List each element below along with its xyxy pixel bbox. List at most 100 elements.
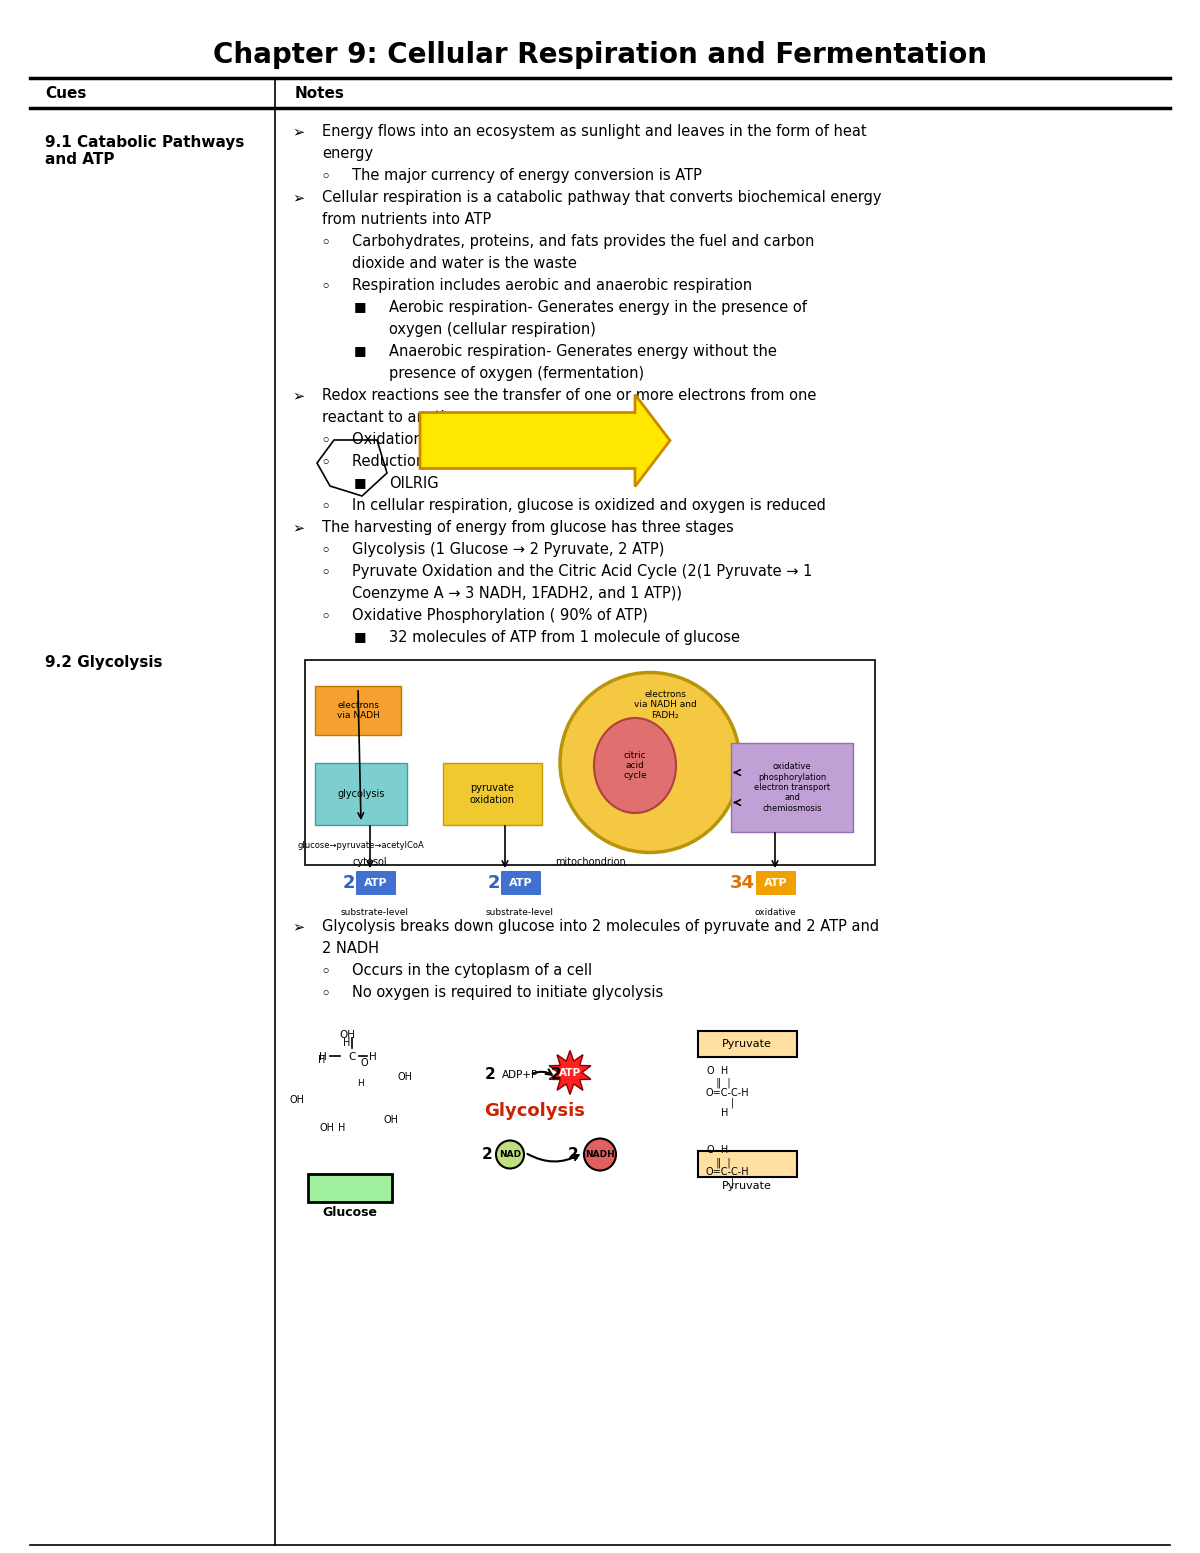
Text: H: H [356, 1078, 364, 1087]
Text: Anaerobic respiration- Generates energy without the: Anaerobic respiration- Generates energy … [389, 345, 776, 359]
Text: Aerobic respiration- Generates energy in the presence of: Aerobic respiration- Generates energy in… [389, 300, 806, 315]
Text: 2: 2 [481, 1148, 492, 1162]
Text: C: C [348, 1051, 355, 1062]
Text: pyruvate
oxidation: pyruvate oxidation [470, 783, 515, 804]
Text: glycolysis: glycolysis [337, 789, 385, 798]
Text: |: | [731, 1098, 733, 1109]
Text: Cues: Cues [46, 85, 86, 101]
Text: ◦: ◦ [320, 963, 330, 981]
Text: 2: 2 [568, 1148, 578, 1162]
Text: ATP: ATP [509, 877, 533, 888]
Text: O  H: O H [707, 1065, 728, 1076]
Polygon shape [550, 1050, 590, 1095]
Text: ➢: ➢ [292, 124, 305, 140]
Text: H: H [338, 1123, 346, 1134]
FancyBboxPatch shape [305, 660, 875, 865]
Text: H: H [319, 1051, 326, 1062]
Text: ◦: ◦ [320, 542, 330, 561]
Text: electrons
via NADH and
FADH₂: electrons via NADH and FADH₂ [634, 690, 696, 719]
Text: ATP: ATP [559, 1067, 581, 1078]
Text: Glucose: Glucose [323, 1205, 378, 1219]
Text: ■: ■ [354, 300, 366, 314]
Text: H: H [318, 1054, 325, 1065]
Text: oxygen (cellular respiration): oxygen (cellular respiration) [389, 321, 596, 337]
Text: substrate-level: substrate-level [486, 909, 554, 916]
Text: ◦: ◦ [320, 453, 330, 472]
Text: ➢: ➢ [292, 520, 305, 534]
Text: Chapter 9: Cellular Respiration and Fermentation: Chapter 9: Cellular Respiration and Ferm… [214, 40, 986, 68]
Text: ■: ■ [354, 631, 366, 643]
Text: Oxidation- Loss of an electron: Oxidation- Loss of an electron [352, 432, 571, 447]
Text: Reduction- Addition of an electron: Reduction- Addition of an electron [352, 453, 602, 469]
Text: energy: energy [322, 146, 373, 162]
FancyBboxPatch shape [443, 763, 542, 825]
Text: ◦: ◦ [320, 278, 330, 297]
Text: 2: 2 [485, 1067, 496, 1082]
Text: ➢: ➢ [292, 189, 305, 205]
Text: OH: OH [319, 1123, 335, 1134]
Text: OILRIG: OILRIG [389, 477, 439, 491]
Text: ADP+P: ADP+P [502, 1070, 539, 1079]
Text: reactant to another: reactant to another [322, 410, 466, 426]
Text: Glycolysis: Glycolysis [485, 1103, 586, 1121]
Text: H: H [370, 1051, 377, 1062]
Text: In cellular respiration, glucose is oxidized and oxygen is reduced: In cellular respiration, glucose is oxid… [352, 499, 826, 512]
Text: Respiration includes aerobic and anaerobic respiration: Respiration includes aerobic and anaerob… [352, 278, 752, 294]
Text: ATP: ATP [364, 877, 388, 888]
Text: Pyruvate Oxidation and the Citric Acid Cycle (2(1 Pyruvate → 1: Pyruvate Oxidation and the Citric Acid C… [352, 564, 812, 579]
Polygon shape [420, 394, 670, 486]
Text: Oxidative Phosphorylation ( 90% of ATP): Oxidative Phosphorylation ( 90% of ATP) [352, 609, 648, 623]
Text: 2: 2 [342, 874, 355, 891]
Text: Energy flows into an ecosystem as sunlight and leaves in the form of heat: Energy flows into an ecosystem as sunlig… [322, 124, 866, 140]
Text: from nutrients into ATP: from nutrients into ATP [322, 213, 491, 227]
FancyBboxPatch shape [356, 871, 396, 895]
Text: oxidative
phosphorylation
electron transport
and
chemiosmosis: oxidative phosphorylation electron trans… [754, 763, 830, 812]
Text: O=C-C-H: O=C-C-H [706, 1089, 749, 1098]
Text: OH: OH [289, 1095, 304, 1106]
Text: ■: ■ [354, 345, 366, 357]
Text: ◦: ◦ [320, 985, 330, 1003]
Text: H: H [343, 1037, 350, 1048]
Text: ◦: ◦ [320, 564, 330, 582]
FancyBboxPatch shape [756, 871, 796, 895]
Text: 32 molecules of ATP from 1 molecule of glucose: 32 molecules of ATP from 1 molecule of g… [389, 631, 740, 644]
Text: Coenzyme A → 3 NADH, 1FADH2, and 1 ATP)): Coenzyme A → 3 NADH, 1FADH2, and 1 ATP)) [352, 585, 682, 601]
Circle shape [496, 1140, 524, 1168]
FancyBboxPatch shape [698, 1151, 797, 1177]
Text: 2 NADH: 2 NADH [322, 941, 379, 957]
Text: ➢: ➢ [292, 388, 305, 402]
Text: Cellular respiration is a catabolic pathway that converts biochemical energy: Cellular respiration is a catabolic path… [322, 189, 882, 205]
Text: Carbohydrates, proteins, and fats provides the fuel and carbon: Carbohydrates, proteins, and fats provid… [352, 235, 815, 248]
Text: 9.2 Glycolysis: 9.2 Glycolysis [46, 655, 162, 669]
Text: ◦: ◦ [320, 168, 330, 186]
Text: OH: OH [397, 1072, 412, 1082]
Text: ATP: ATP [764, 877, 788, 888]
Text: ◦: ◦ [320, 609, 330, 626]
FancyBboxPatch shape [731, 742, 853, 832]
Text: No oxygen is required to initiate glycolysis: No oxygen is required to initiate glycol… [352, 985, 664, 1000]
Text: glucose→pyruvate→acetylCoA: glucose→pyruvate→acetylCoA [298, 842, 425, 849]
Text: Occurs in the cytoplasm of a cell: Occurs in the cytoplasm of a cell [352, 963, 592, 978]
Text: dioxide and water is the waste: dioxide and water is the waste [352, 256, 577, 272]
Text: Pyruvate: Pyruvate [722, 1180, 772, 1191]
Text: ◦: ◦ [320, 432, 330, 450]
Text: Redox reactions see the transfer of one or more electrons from one: Redox reactions see the transfer of one … [322, 388, 816, 402]
Ellipse shape [594, 717, 676, 814]
Text: ‖  |: ‖ | [710, 1078, 731, 1089]
Text: 34: 34 [730, 874, 755, 891]
Text: oxidative: oxidative [754, 909, 796, 916]
Text: electrons
via NADH: electrons via NADH [336, 700, 379, 721]
Text: 9.1 Catabolic Pathways
and ATP: 9.1 Catabolic Pathways and ATP [46, 135, 245, 168]
Text: OH: OH [340, 1030, 355, 1041]
Text: O: O [360, 1058, 368, 1068]
Text: The harvesting of energy from glucose has three stages: The harvesting of energy from glucose ha… [322, 520, 733, 534]
Text: Pyruvate: Pyruvate [722, 1039, 772, 1048]
Text: ■: ■ [354, 477, 366, 489]
Text: ◦: ◦ [320, 235, 330, 252]
Text: Glycolysis breaks down glucose into 2 molecules of pyruvate and 2 ATP and: Glycolysis breaks down glucose into 2 mo… [322, 919, 880, 933]
Circle shape [560, 672, 740, 853]
Text: ➢: ➢ [292, 919, 305, 933]
Text: The major currency of energy conversion is ATP: The major currency of energy conversion … [352, 168, 702, 183]
Text: citric
acid
cycle: citric acid cycle [623, 750, 647, 781]
Text: 2: 2 [487, 874, 500, 891]
